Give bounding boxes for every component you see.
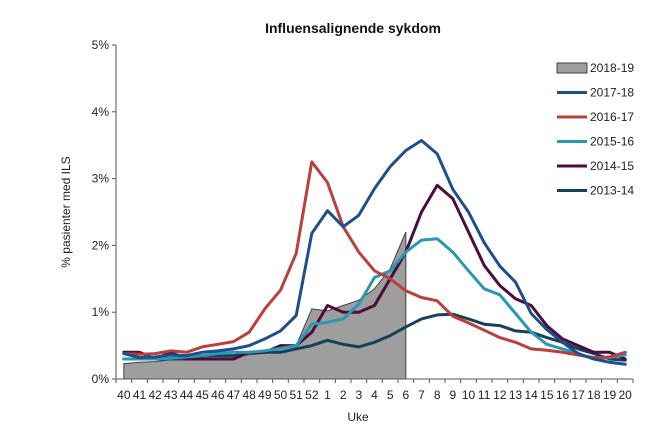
plot-area	[122, 139, 627, 380]
x-tick-label: 7	[418, 388, 425, 402]
x-tick-label: 15	[540, 388, 554, 402]
series-line-2016-17	[122, 160, 627, 360]
x-tick-label: 16	[556, 388, 570, 402]
legend-label-2013-14: 2013-14	[590, 184, 634, 198]
x-tick-label: 50	[274, 388, 288, 402]
legend-label-2016-17: 2016-17	[590, 110, 634, 124]
x-tick-label: 48	[242, 388, 256, 402]
y-tick-label: 1%	[92, 305, 110, 319]
x-tick-label: 8	[434, 388, 441, 402]
series-line-2014-15	[122, 183, 627, 361]
x-tick-label: 14	[524, 388, 538, 402]
legend: 2018-19 2017-18 2016-17 2015-16 2014-15 2013-…	[556, 61, 634, 198]
x-tick-label: 44	[180, 388, 194, 402]
x-tick-label: 45	[195, 388, 209, 402]
x-tick-label: 51	[289, 388, 303, 402]
x-tick-label: 17	[571, 388, 585, 402]
x-tick-label: 47	[227, 388, 241, 402]
x-axis-label: Uke	[347, 410, 369, 424]
legend-label-2017-18: 2017-18	[590, 86, 634, 100]
x-tick-label: 6	[402, 388, 409, 402]
x-tick-label: 42	[148, 388, 162, 402]
x-tick-label: 5	[387, 388, 394, 402]
legend-label-2018-19: 2018-19	[590, 61, 634, 75]
y-tick-label: 2%	[92, 238, 110, 252]
legend-label-2015-16: 2015-16	[590, 135, 634, 149]
x-axis: 40 41 42 43 44 45 46 47 48 49 50 51 52 1 2 3 4 5 6 7 8 9 10 11 1…	[115, 378, 634, 402]
x-tick-label: 52	[305, 388, 319, 402]
y-axis: 0% 1% 2% 3% 4% 5%	[92, 38, 117, 386]
x-tick-label: 12	[493, 388, 507, 402]
x-tick-label: 1	[324, 388, 331, 402]
x-tick-label: 4	[371, 388, 378, 402]
series-line-2015-16	[122, 237, 627, 361]
x-tick-label: 43	[164, 388, 178, 402]
series-line-2017-18	[122, 139, 627, 366]
legend-label-2014-15: 2014-15	[590, 159, 634, 173]
x-tick-label: 2	[340, 388, 347, 402]
x-tick-label: 20	[618, 388, 632, 402]
x-tick-label: 3	[355, 388, 362, 402]
x-tick-label: 40	[117, 388, 131, 402]
x-tick-label: 18	[587, 388, 601, 402]
y-tick-label: 4%	[92, 105, 110, 119]
y-tick-label: 0%	[92, 372, 110, 386]
x-tick-label: 49	[258, 388, 272, 402]
x-tick-label: 41	[133, 388, 147, 402]
y-axis-label: % pasienter med ILS	[59, 156, 73, 267]
x-tick-label: 13	[509, 388, 523, 402]
chart-title: Influensalignende sykdom	[265, 20, 441, 36]
x-tick-label: 46	[211, 388, 225, 402]
x-tick-label: 9	[449, 388, 456, 402]
x-tick-label: 10	[462, 388, 476, 402]
legend-swatch-2018-19	[556, 62, 588, 74]
y-tick-label: 3%	[92, 172, 110, 186]
y-tick-label: 5%	[92, 38, 110, 52]
x-tick-label: 11	[478, 388, 491, 402]
x-tick-label: 19	[603, 388, 617, 402]
